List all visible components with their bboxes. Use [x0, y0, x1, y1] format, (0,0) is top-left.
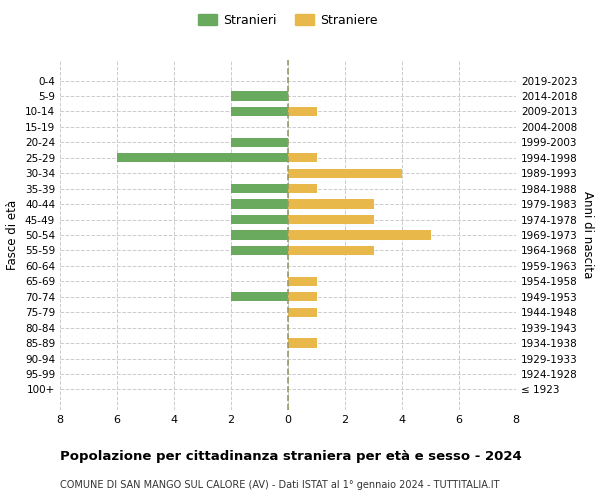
- Bar: [288, 168, 402, 178]
- Bar: [231, 92, 288, 100]
- Y-axis label: Anni di nascita: Anni di nascita: [581, 192, 594, 278]
- Legend: Stranieri, Straniere: Stranieri, Straniere: [193, 8, 383, 32]
- Bar: [288, 184, 317, 194]
- Text: Popolazione per cittadinanza straniera per età e sesso - 2024: Popolazione per cittadinanza straniera p…: [60, 450, 522, 463]
- Bar: [288, 308, 317, 317]
- Bar: [288, 276, 317, 286]
- Bar: [288, 215, 373, 224]
- Bar: [231, 138, 288, 147]
- Bar: [288, 246, 373, 255]
- Text: COMUNE DI SAN MANGO SUL CALORE (AV) - Dati ISTAT al 1° gennaio 2024 - TUTTITALIA: COMUNE DI SAN MANGO SUL CALORE (AV) - Da…: [60, 480, 499, 490]
- Y-axis label: Fasce di età: Fasce di età: [7, 200, 19, 270]
- Bar: [231, 107, 288, 116]
- Bar: [288, 292, 317, 302]
- Bar: [231, 246, 288, 255]
- Bar: [231, 184, 288, 194]
- Bar: [288, 107, 317, 116]
- Bar: [288, 153, 317, 162]
- Bar: [231, 230, 288, 239]
- Bar: [288, 230, 431, 239]
- Bar: [288, 338, 317, 348]
- Bar: [231, 215, 288, 224]
- Bar: [231, 292, 288, 302]
- Bar: [117, 153, 288, 162]
- Bar: [288, 200, 373, 208]
- Bar: [231, 200, 288, 208]
